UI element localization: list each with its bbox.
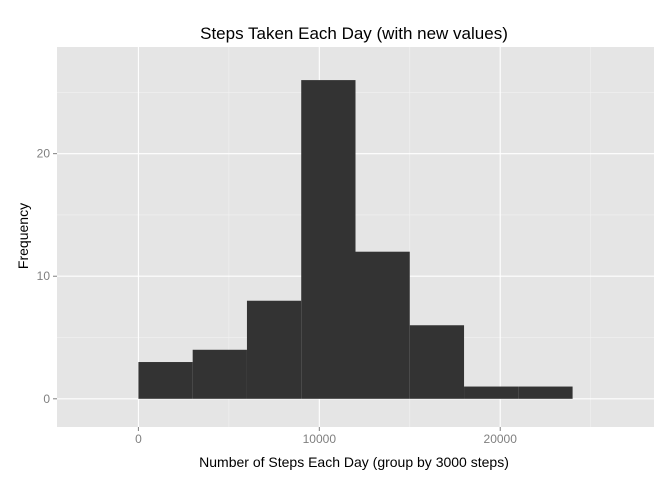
histogram-bar bbox=[192, 349, 247, 399]
y-axis-label: Frequency bbox=[15, 203, 31, 269]
y-tick-label: 20 bbox=[37, 147, 51, 161]
histogram-bar bbox=[464, 386, 519, 399]
histogram-bar bbox=[409, 325, 465, 399]
y-tick-label: 0 bbox=[43, 392, 50, 406]
y-tick-label: 10 bbox=[37, 269, 51, 283]
x-axis: 0 10000 20000 bbox=[135, 427, 517, 446]
histogram-bar bbox=[355, 251, 410, 399]
x-tick-label: 20000 bbox=[484, 432, 518, 446]
histogram-bars bbox=[138, 80, 573, 399]
histogram-bar bbox=[246, 300, 302, 399]
x-tick-label: 10000 bbox=[303, 432, 337, 446]
histogram-bar bbox=[518, 386, 573, 399]
histogram-bar bbox=[301, 80, 356, 399]
x-tick-label: 0 bbox=[135, 432, 142, 446]
histogram-bar bbox=[138, 362, 193, 399]
chart-title: Steps Taken Each Day (with new values) bbox=[200, 24, 508, 43]
x-axis-label: Number of Steps Each Day (group by 3000 … bbox=[199, 454, 509, 470]
y-axis: 0 10 20 bbox=[37, 147, 57, 406]
